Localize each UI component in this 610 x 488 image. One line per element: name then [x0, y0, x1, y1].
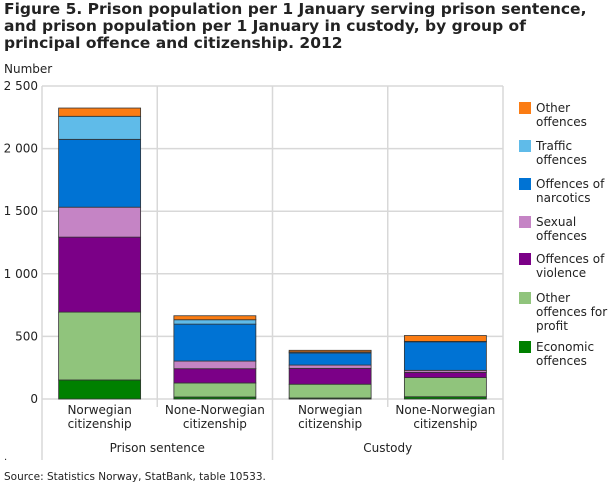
legend-label: Other [536, 101, 570, 115]
legend-swatch [519, 216, 531, 228]
chart-title: Figure 5. Prison population per 1 Januar… [4, 0, 587, 52]
legend-label: offences for [536, 305, 607, 319]
x-tick-label-line2: citizenship [298, 417, 362, 431]
bar-segment [58, 107, 142, 117]
x-tick-label-line1: Norwegian [298, 403, 362, 417]
bar-segment [403, 377, 487, 398]
legend-swatch [519, 253, 531, 265]
legend-label: offences [536, 115, 587, 129]
legend-label: offences [536, 229, 587, 243]
bar-segment [58, 206, 142, 238]
x-tick-label-line2: citizenship [413, 417, 477, 431]
bar-segment [58, 236, 142, 313]
legend-swatch [519, 292, 531, 304]
legend-label: offences [536, 153, 587, 167]
bar-segment [173, 360, 257, 370]
legend-label: Offences of [536, 252, 605, 266]
legend-label: violence [536, 266, 586, 280]
bar-segment [403, 335, 487, 342]
bar-segment [58, 138, 142, 208]
bar-segment [173, 323, 257, 362]
legend-label: profit [536, 319, 568, 333]
legend-label: Economic [536, 340, 594, 354]
legend-label: offences [536, 354, 587, 368]
y-tick-label: 2 500 [4, 79, 38, 93]
legend-label: Other [536, 291, 570, 305]
legend-swatch [519, 140, 531, 152]
bar-segment [288, 349, 372, 353]
group-label: Prison sentence [110, 441, 205, 455]
bar-segment [403, 371, 487, 378]
legend-label: narcotics [536, 191, 590, 205]
legend-label: Offences of [536, 177, 605, 191]
bar-segment [58, 311, 142, 381]
x-tick-label-line1: None-Norwegian [395, 403, 495, 417]
bar-segment [58, 115, 142, 140]
bar-segment [288, 367, 372, 385]
legend-label: Sexual [536, 215, 576, 229]
footnote: . [4, 452, 8, 463]
x-tick-label-line2: citizenship [68, 417, 132, 431]
group-label: Custody [363, 441, 412, 455]
y-tick-label: 500 [15, 329, 38, 343]
bar-segment [173, 368, 257, 384]
y-tick-label: 2 000 [4, 142, 38, 156]
bar-segment [173, 315, 257, 321]
bar-segment [173, 319, 257, 325]
bar-segment [403, 341, 487, 371]
bar-segment [288, 352, 372, 366]
legend-swatch [519, 341, 531, 353]
legend-swatch [519, 102, 531, 114]
bar-segment [58, 379, 142, 400]
legend-swatch [519, 178, 531, 190]
y-tick-label: 0 [30, 392, 38, 406]
y-tick-label: 1 000 [4, 267, 38, 281]
bar-segment [288, 383, 372, 399]
bar-segment [173, 382, 257, 398]
y-tick-label: 1 500 [4, 204, 38, 218]
bar-segment [288, 364, 372, 369]
x-tick-label-line2: citizenship [183, 417, 247, 431]
source-note: Source: Statistics Norway, StatBank, tab… [4, 471, 266, 483]
y-axis-label: Number [4, 62, 53, 76]
x-tick-label-line1: Norwegian [67, 403, 131, 417]
x-tick-label-line1: None-Norwegian [165, 403, 265, 417]
legend-label: Traffic [535, 139, 572, 153]
